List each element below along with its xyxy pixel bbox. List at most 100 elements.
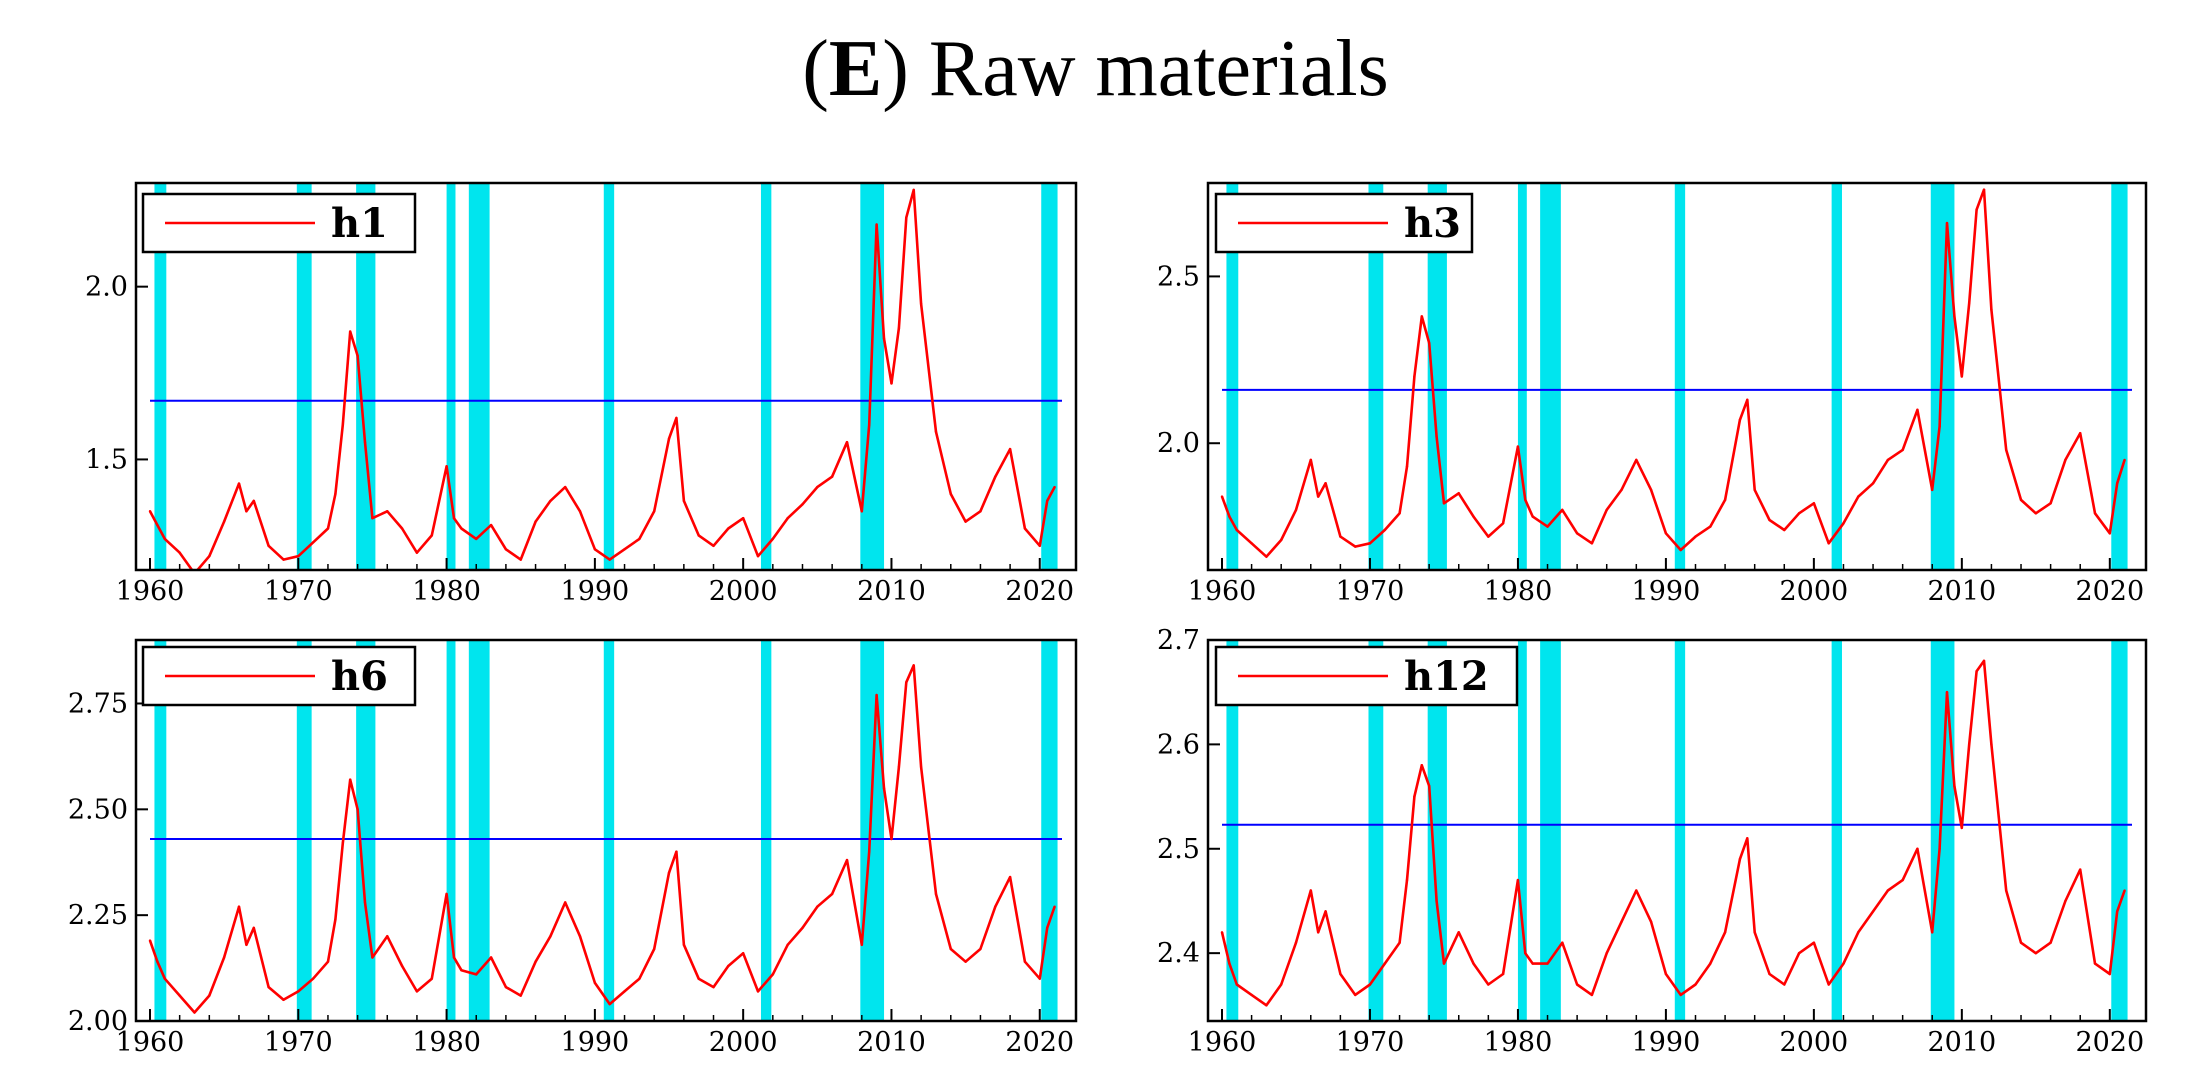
data-point <box>1413 795 1416 798</box>
recession-bands <box>1226 183 2128 570</box>
data-point <box>356 354 359 357</box>
data-point <box>148 510 152 513</box>
data-point <box>786 516 789 520</box>
data-point <box>1008 447 1012 451</box>
data-point <box>2079 432 2082 435</box>
data-point <box>178 994 181 997</box>
data-point <box>371 516 374 520</box>
data-point <box>1353 545 1357 548</box>
data-point <box>1886 458 1890 462</box>
data-point <box>801 503 804 506</box>
data-point <box>2019 498 2023 502</box>
data-point <box>222 956 226 959</box>
y-tick-label: 2.6 <box>1157 729 1200 760</box>
data-point <box>1694 983 1697 986</box>
data-point <box>1339 535 1342 538</box>
y-tick-label: 2.75 <box>68 689 128 720</box>
data-point <box>890 837 893 841</box>
data-point <box>1228 962 1231 965</box>
data-point <box>1886 889 1890 892</box>
data-point <box>1561 941 1564 944</box>
data-point <box>311 977 315 980</box>
recession-band <box>1226 183 1239 570</box>
data-point <box>845 858 849 862</box>
data-point <box>1753 488 1756 492</box>
data-point <box>2005 448 2008 452</box>
data-point <box>1753 931 1756 934</box>
data-point <box>489 523 493 527</box>
data-point <box>1620 920 1623 924</box>
data-point <box>222 520 226 523</box>
data-point <box>979 510 982 513</box>
recession-band <box>296 640 312 1021</box>
recession-bands <box>1226 640 2128 1021</box>
data-point <box>1442 962 1446 965</box>
data-point <box>2116 910 2119 913</box>
data-point <box>1620 488 1623 492</box>
data-point <box>727 964 730 968</box>
data-point <box>430 534 433 537</box>
recession-band <box>603 183 615 570</box>
data-point <box>1590 993 1594 997</box>
data-point <box>2034 951 2038 955</box>
data-point <box>1023 960 1027 963</box>
data-point <box>578 510 582 513</box>
recession-band <box>1041 183 1058 570</box>
data-point <box>868 850 871 853</box>
recession-band <box>1674 183 1686 570</box>
data-point <box>964 960 967 963</box>
x-tick-label: 1960 <box>116 1027 185 1058</box>
x-tick-label: 1980 <box>1484 1027 1553 1058</box>
data-point <box>934 892 938 896</box>
data-point <box>1235 983 1238 986</box>
data-point <box>845 440 849 444</box>
data-point <box>311 541 315 544</box>
data-point <box>2049 941 2052 944</box>
recession-band <box>468 183 490 570</box>
data-point <box>1797 512 1801 515</box>
data-point <box>1487 535 1490 538</box>
data-point <box>697 977 700 980</box>
data-point <box>919 765 923 769</box>
data-point <box>1472 962 1475 965</box>
recession-band <box>356 183 376 570</box>
series-line-h1 <box>148 188 1056 570</box>
data-point <box>816 485 819 489</box>
data-point <box>741 516 745 520</box>
data-point <box>868 423 871 427</box>
data-point <box>1709 525 1712 528</box>
data-point <box>652 510 656 513</box>
series-points <box>148 664 1056 1014</box>
data-point <box>1590 542 1594 545</box>
data-point <box>1812 502 1816 505</box>
data-point <box>1857 495 1860 498</box>
data-point <box>801 926 804 930</box>
data-point <box>882 337 886 340</box>
legend-label: h3 <box>1404 200 1461 247</box>
data-point <box>2108 532 2112 535</box>
data-point <box>593 981 597 985</box>
recession-band <box>2111 640 2128 1021</box>
data-point <box>564 485 567 489</box>
data-point <box>1975 670 1978 673</box>
data-point <box>1931 931 1934 934</box>
recession-bands <box>154 640 1058 1021</box>
data-point <box>1960 375 1964 378</box>
data-point <box>1316 931 1320 934</box>
data-point <box>475 973 478 976</box>
data-point <box>245 943 248 946</box>
recession-band <box>1517 183 1527 570</box>
data-point <box>1812 941 1816 944</box>
data-point <box>1487 983 1490 986</box>
data-point <box>252 499 256 503</box>
data-point <box>1220 931 1224 934</box>
data-point <box>334 492 337 496</box>
recession-band <box>1368 640 1384 1021</box>
plot-frame <box>134 181 1078 572</box>
data-point <box>882 786 886 790</box>
data-point <box>949 492 952 496</box>
x-tick-label: 2000 <box>709 1027 778 1058</box>
data-point <box>1353 993 1357 997</box>
data-point <box>1294 508 1298 512</box>
